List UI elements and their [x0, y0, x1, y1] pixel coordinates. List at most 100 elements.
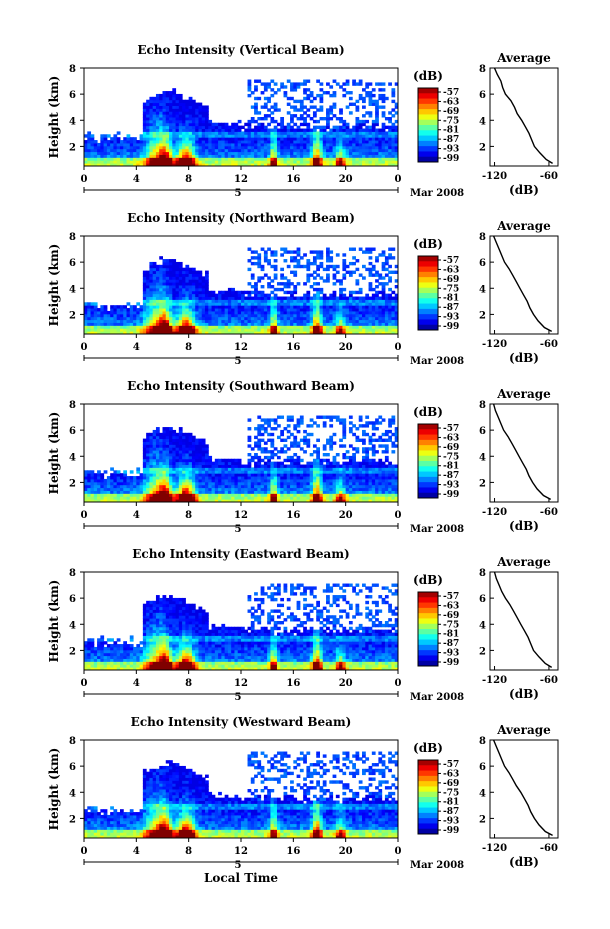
- heatmap-cell: [267, 438, 271, 442]
- heatmap-cell: [178, 444, 183, 448]
- heatmap-cell: [208, 134, 213, 138]
- heatmap-cell: [296, 247, 301, 251]
- heatmap-cell: [146, 137, 150, 141]
- heatmap-cell: [296, 331, 301, 335]
- x-tick-label: 8: [185, 174, 192, 185]
- heatmap-cell: [113, 137, 118, 141]
- heatmap-cell: [312, 276, 317, 280]
- heatmap-cell: [270, 450, 275, 454]
- heatmap-cell: [263, 447, 268, 451]
- heatmap-cell: [175, 473, 180, 477]
- heatmap-cell: [244, 319, 249, 323]
- heatmap-cell: [332, 476, 337, 480]
- heatmap-cell: [162, 111, 167, 115]
- panel-title: Echo Intensity (Southward Beam): [127, 379, 355, 393]
- heatmap-cell: [283, 427, 288, 431]
- heatmap-cell: [218, 490, 222, 494]
- heatmap-cell: [123, 160, 128, 164]
- heatmap-cell: [227, 145, 232, 150]
- heatmap-cell: [159, 438, 163, 442]
- heatmap-cell: [250, 328, 255, 332]
- heatmap-cell: [218, 473, 222, 477]
- heatmap-cell: [188, 157, 193, 161]
- heatmap-cell: [290, 290, 294, 295]
- heatmap-cell: [100, 316, 105, 321]
- heatmap-cell: [352, 128, 356, 132]
- heatmap-cell: [299, 114, 304, 118]
- heatmap-cell: [254, 125, 258, 130]
- heatmap-cell: [195, 125, 199, 130]
- heatmap-cell: [146, 305, 150, 309]
- heatmap-cell: [136, 148, 141, 153]
- heatmap-cell: [178, 305, 183, 309]
- heatmap-cell: [319, 105, 324, 109]
- heatmap-cell: [355, 105, 360, 109]
- heatmap-cell: [260, 117, 265, 121]
- heatmap-cell: [129, 470, 134, 474]
- heatmap-cell: [293, 160, 298, 164]
- heatmap-cell: [381, 285, 386, 289]
- heatmap-cell: [185, 119, 190, 124]
- heatmap-cell: [319, 154, 324, 158]
- heatmap-cell: [227, 478, 232, 483]
- heatmap-cell: [227, 325, 232, 329]
- heatmap-cell: [247, 163, 252, 167]
- heatmap-cell: [198, 287, 203, 292]
- heatmap-cell: [257, 313, 262, 318]
- heatmap-cell: [244, 134, 249, 138]
- heatmap-cell: [381, 293, 386, 298]
- heatmap-cell: [149, 305, 154, 309]
- heatmap-cell: [322, 490, 327, 494]
- heatmap-cell: [84, 484, 88, 489]
- heatmap-cell: [110, 490, 114, 494]
- heatmap-cell: [260, 487, 265, 491]
- heatmap-cell: [329, 438, 334, 442]
- heatmap-cell: [257, 499, 262, 503]
- heatmap-cell: [263, 163, 268, 167]
- heatmap-cell: [332, 148, 337, 153]
- heatmap-cell: [185, 455, 190, 460]
- heatmap-cell: [273, 461, 278, 466]
- heatmap-cell: [352, 154, 356, 158]
- heatmap-cell: [280, 490, 285, 494]
- heatmap-cell: [221, 478, 226, 483]
- heatmap-cell: [198, 499, 203, 503]
- heatmap-cell: [178, 151, 183, 155]
- heatmap-cell: [339, 302, 343, 306]
- heatmap-cell: [208, 322, 213, 326]
- heatmap-cell: [218, 145, 222, 150]
- heatmap-cell: [260, 310, 265, 315]
- heatmap-cell: [188, 137, 193, 141]
- heatmap-cell: [205, 470, 209, 474]
- heatmap-cell: [191, 453, 196, 457]
- heatmap-cell: [306, 142, 311, 147]
- heatmap-cell: [159, 270, 163, 274]
- heatmap-cell: [241, 487, 245, 491]
- heatmap-cell: [205, 461, 209, 466]
- heatmap-cell: [175, 163, 180, 167]
- heatmap-cell: [227, 305, 232, 309]
- heatmap-cell: [123, 148, 128, 153]
- heatmap-cell: [149, 282, 154, 286]
- heatmap-cell: [332, 91, 337, 95]
- heatmap-cell: [97, 163, 101, 167]
- heatmap-cell: [312, 484, 317, 489]
- heatmap-cell: [316, 316, 320, 321]
- heatmap-cell: [146, 328, 150, 332]
- heatmap-cell: [263, 117, 268, 121]
- heatmap-cell: [208, 455, 213, 460]
- heatmap-cell: [188, 325, 193, 329]
- heatmap-cell: [162, 96, 167, 101]
- heatmap-cell: [355, 302, 360, 306]
- heatmap-cell: [394, 331, 399, 335]
- heatmap-cell: [172, 496, 177, 500]
- heatmap-cell: [352, 82, 356, 86]
- heatmap-cell: [188, 282, 193, 286]
- heatmap-cell: [162, 331, 167, 335]
- heatmap-cell: [159, 93, 163, 98]
- heatmap-cell: [119, 163, 124, 167]
- heatmap-cell: [237, 140, 242, 144]
- heatmap-cell: [172, 455, 177, 460]
- heatmap-cell: [348, 151, 353, 155]
- heatmap-cell: [165, 108, 170, 112]
